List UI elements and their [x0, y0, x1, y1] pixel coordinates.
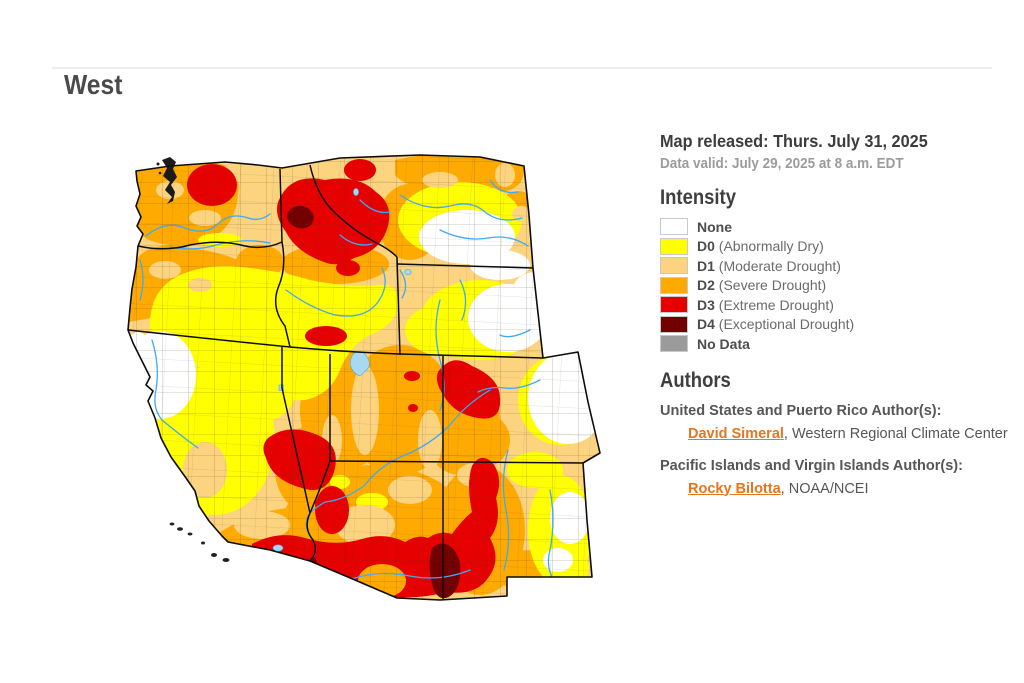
- author-link-rocky-bilotta[interactable]: Rocky Bilotta: [688, 480, 781, 497]
- authors-group-pacific: Pacific Islands and Virgin Islands Autho…: [660, 458, 1015, 497]
- intensity-legend: None D0 (Abnormally Dry) D1 (Moderate Dr…: [660, 217, 1015, 354]
- data-valid-text: Data valid: July 29, 2025 at 8 a.m. EDT: [660, 156, 904, 172]
- page-title: West: [64, 69, 123, 100]
- authors-group-us: United States and Puerto Rico Author(s):…: [660, 403, 1015, 442]
- author-line: David Simeral, Western Regional Climate …: [688, 426, 1015, 442]
- drought-map-svg: [127, 154, 601, 601]
- map-released-text: Map released: Thurs. July 31, 2025: [660, 131, 928, 151]
- drought-map: [110, 140, 635, 620]
- legend-row-d4: D4 (Exceptional Drought): [660, 315, 1015, 335]
- legend-row-d1: D1 (Moderate Drought): [660, 256, 1015, 276]
- swatch-none: [660, 218, 688, 236]
- legend-label: D4 (Exceptional Drought): [697, 316, 855, 333]
- swatch-d0: [660, 237, 688, 255]
- legend-row-none: None: [660, 217, 1015, 237]
- rivers: [139, 179, 554, 580]
- authors-group-label: Pacific Islands and Virgin Islands Autho…: [660, 457, 963, 474]
- author-affiliation: , NOAA/NCEI: [780, 480, 869, 497]
- puget-sound: [156, 157, 177, 204]
- intensity-heading: Intensity: [660, 186, 736, 209]
- legend-label: D0 (Abnormally Dry): [697, 238, 824, 255]
- author-affiliation: , Western Regional Climate Center: [783, 425, 1008, 442]
- channel-islands: [169, 522, 230, 562]
- legend-label: D3 (Extreme Drought): [697, 296, 834, 313]
- author-line: Rocky Bilotta, NOAA/NCEI: [688, 481, 1015, 497]
- state-borders: [127, 164, 584, 599]
- legend-label: D1 (Moderate Drought): [697, 257, 841, 274]
- legend-row-nodata: No Data: [660, 334, 1015, 354]
- swatch-d1: [660, 257, 688, 275]
- authors-heading: Authors: [660, 368, 731, 392]
- legend-label: None: [697, 218, 732, 235]
- swatch-d4: [660, 315, 688, 333]
- legend-label: D2 (Severe Drought): [697, 277, 827, 294]
- info-panel: Map released: Thurs. July 31, 2025 Data …: [660, 131, 1015, 513]
- legend-row-d2: D2 (Severe Drought): [660, 276, 1015, 296]
- swatch-d3: [660, 296, 688, 314]
- swatch-nodata: [660, 335, 688, 353]
- swatch-d2: [660, 276, 688, 294]
- authors-group-label: United States and Puerto Rico Author(s):: [660, 402, 942, 419]
- legend-label: No Data: [697, 335, 750, 352]
- top-divider: [52, 67, 992, 69]
- map-outline: [127, 154, 601, 601]
- legend-row-d0: D0 (Abnormally Dry): [660, 237, 1015, 257]
- legend-row-d3: D3 (Extreme Drought): [660, 295, 1015, 315]
- author-link-david-simeral[interactable]: David Simeral: [688, 425, 784, 442]
